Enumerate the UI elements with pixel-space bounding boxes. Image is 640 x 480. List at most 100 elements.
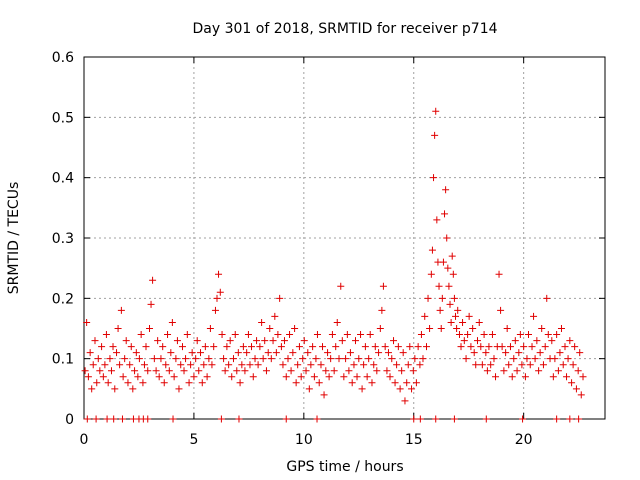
data-point xyxy=(432,107,440,115)
data-point xyxy=(243,349,251,357)
data-point xyxy=(261,337,269,345)
data-point xyxy=(146,325,154,332)
data-point xyxy=(386,373,394,381)
data-point xyxy=(404,361,412,369)
data-point xyxy=(211,306,219,314)
data-point xyxy=(319,343,327,351)
data-point xyxy=(193,337,201,345)
data-point xyxy=(406,343,414,351)
data-point xyxy=(259,355,267,363)
data-point xyxy=(371,343,379,351)
data-point xyxy=(134,373,142,381)
data-point xyxy=(223,343,231,351)
data-point xyxy=(210,343,218,351)
data-point xyxy=(533,337,541,345)
data-point xyxy=(444,264,452,272)
data-point xyxy=(282,415,290,423)
data-point xyxy=(315,379,323,387)
data-point xyxy=(536,349,544,357)
data-point xyxy=(109,343,117,351)
data-point xyxy=(411,355,419,363)
data-point xyxy=(464,331,472,339)
data-point xyxy=(229,355,237,363)
data-point xyxy=(348,379,356,387)
data-point xyxy=(564,355,572,363)
data-point xyxy=(518,361,526,369)
data-point xyxy=(206,325,214,332)
data-point xyxy=(167,349,175,357)
data-point xyxy=(304,349,312,357)
data-point xyxy=(421,312,429,320)
data-point xyxy=(155,373,163,381)
data-point xyxy=(477,343,485,351)
data-point xyxy=(531,355,539,363)
data-point xyxy=(538,325,546,332)
data-point xyxy=(393,361,401,369)
data-point xyxy=(563,373,571,381)
data-point xyxy=(89,361,97,369)
data-point xyxy=(154,337,162,345)
data-point xyxy=(503,325,511,332)
data-point xyxy=(370,361,378,369)
data-point xyxy=(271,312,279,320)
data-point xyxy=(465,312,473,320)
y-tick-label: 0.2 xyxy=(52,291,74,307)
data-point xyxy=(226,337,234,345)
data-point xyxy=(368,379,376,387)
data-point xyxy=(144,367,152,375)
data-point xyxy=(436,306,444,314)
data-point xyxy=(333,318,341,326)
data-point xyxy=(309,343,317,351)
data-point xyxy=(373,367,381,375)
data-point xyxy=(129,385,137,393)
data-point xyxy=(449,270,457,278)
data-point xyxy=(91,337,99,345)
data-point xyxy=(498,343,506,351)
chart-title: Day 301 of 2018, SRMTID for receiver p71… xyxy=(192,21,497,37)
data-point xyxy=(102,331,110,339)
data-point xyxy=(490,355,498,363)
data-point xyxy=(408,385,416,393)
data-point xyxy=(524,331,532,339)
data-point xyxy=(358,385,366,393)
data-point xyxy=(297,373,305,381)
data-point xyxy=(510,355,518,363)
data-point xyxy=(264,349,272,357)
data-point xyxy=(121,355,129,363)
data-point xyxy=(152,367,160,375)
data-point xyxy=(511,337,519,345)
data-point xyxy=(170,373,178,381)
data-point xyxy=(173,337,181,345)
data-point xyxy=(559,361,567,369)
data-point xyxy=(258,318,266,326)
data-point xyxy=(566,415,574,423)
data-point xyxy=(135,355,143,363)
data-point xyxy=(131,367,139,375)
y-tick-label: 0.4 xyxy=(52,171,74,187)
data-point xyxy=(169,415,177,423)
data-point xyxy=(119,373,127,381)
data-points xyxy=(81,107,587,423)
data-point xyxy=(272,349,280,357)
data-point xyxy=(426,325,434,332)
data-point xyxy=(409,367,417,375)
data-point xyxy=(139,379,147,387)
data-point xyxy=(332,343,340,351)
data-point xyxy=(541,343,549,351)
data-point xyxy=(452,312,460,320)
data-point xyxy=(467,343,475,351)
data-point xyxy=(249,373,257,381)
data-point xyxy=(160,379,168,387)
data-point xyxy=(384,349,392,357)
data-point xyxy=(305,385,313,393)
data-point xyxy=(350,361,358,369)
data-point xyxy=(328,331,336,339)
data-point xyxy=(345,367,353,375)
data-point xyxy=(201,343,209,351)
data-point xyxy=(279,361,287,369)
data-point xyxy=(113,349,121,357)
data-point xyxy=(515,349,523,357)
data-point xyxy=(185,379,193,387)
data-point xyxy=(554,367,562,375)
